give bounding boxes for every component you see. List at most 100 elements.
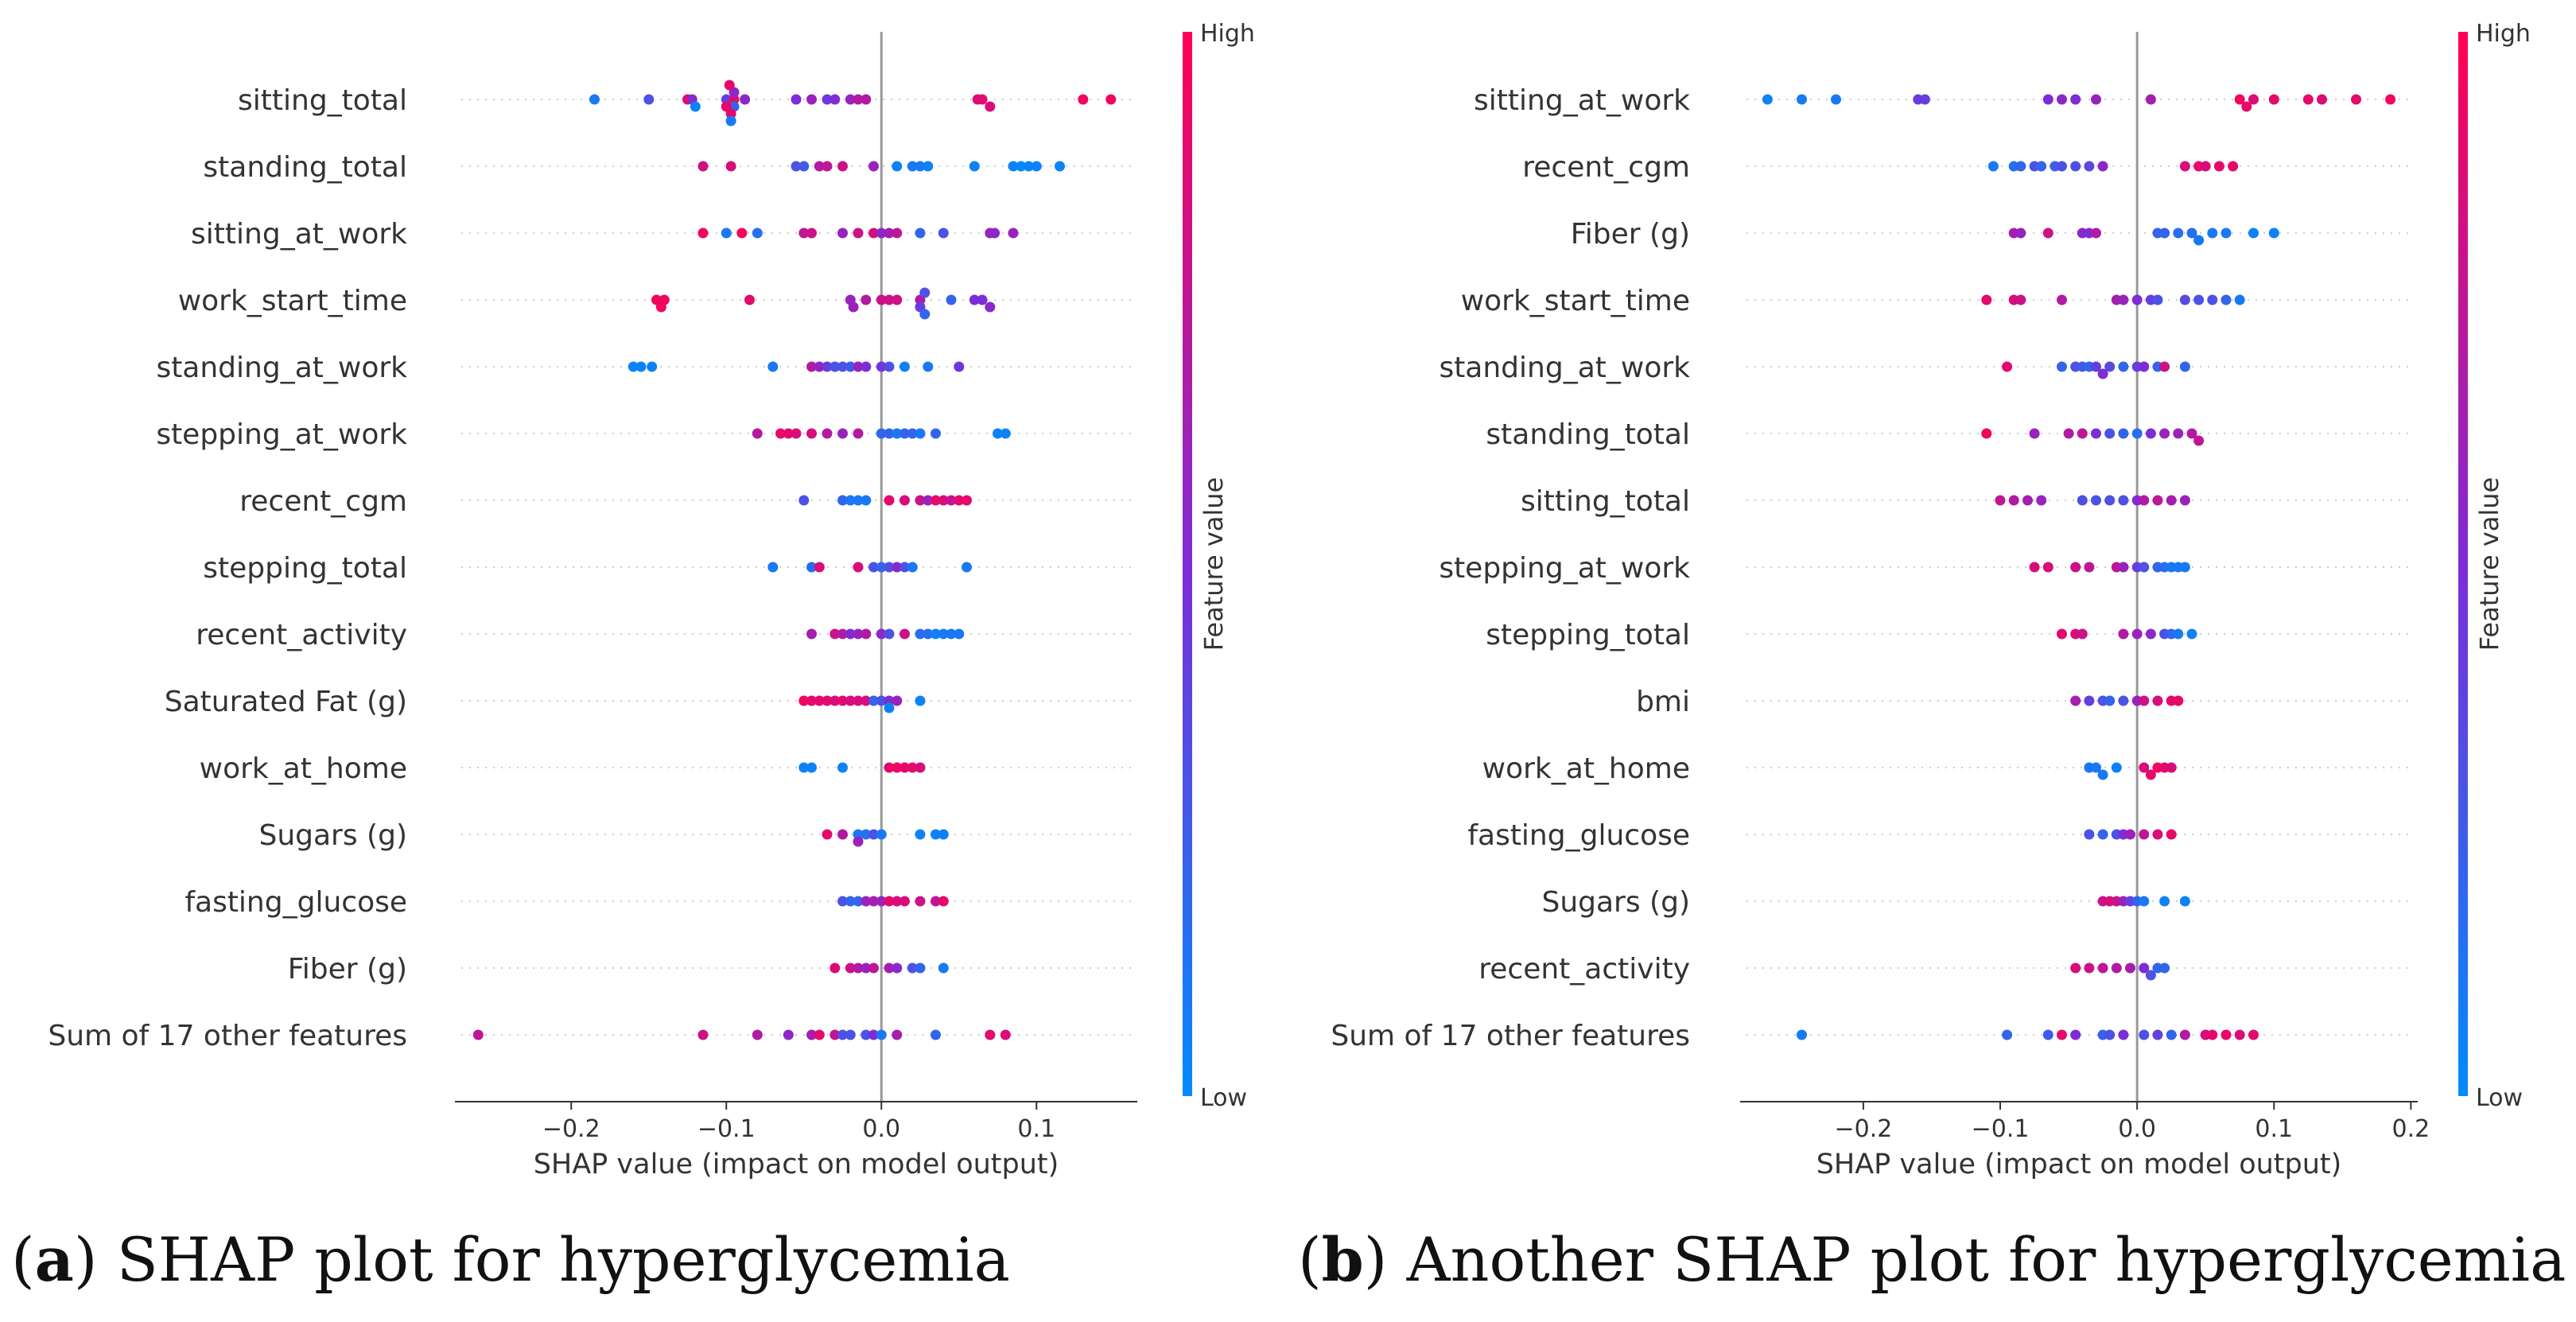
shap-point	[2234, 1029, 2245, 1040]
shap-point	[822, 94, 833, 105]
shap-point	[2207, 1029, 2218, 1040]
shap-point	[2022, 495, 2033, 506]
shap-point	[915, 962, 926, 974]
shap-point	[868, 829, 879, 840]
shap-point	[876, 562, 887, 573]
shap-point	[899, 628, 910, 640]
shap-point	[923, 361, 934, 372]
shap-point	[2104, 1029, 2116, 1040]
shap-point	[853, 628, 864, 640]
shap-point	[969, 294, 980, 305]
shap-point	[2213, 161, 2224, 172]
shap-point	[861, 294, 872, 305]
caption-paren-open: (	[11, 1224, 35, 1295]
shap-point	[868, 962, 879, 974]
shap-point	[830, 628, 841, 640]
shap-point	[876, 428, 887, 439]
shap-point	[915, 161, 926, 172]
shap-point	[892, 227, 903, 239]
feature-label: work_start_time	[178, 285, 407, 317]
shap-point	[946, 628, 957, 640]
shap-point	[2131, 628, 2143, 640]
shap-point	[752, 428, 763, 439]
shap-point	[837, 361, 848, 372]
feature-label: stepping_at_work	[156, 418, 407, 451]
x-tick-label: −0.2	[1834, 1115, 1892, 1143]
shap-point	[2145, 94, 2156, 105]
shap-point	[2125, 962, 2135, 974]
shap-point	[2139, 562, 2150, 573]
shap-point	[1797, 94, 1807, 105]
feature-label: Fiber (g)	[1571, 218, 1690, 251]
x-tick-label: 0.1	[1017, 1115, 1055, 1143]
feature-label: stepping_total	[203, 552, 407, 585]
shap-point	[740, 94, 751, 105]
shap-point	[853, 695, 864, 706]
shap-point	[931, 628, 941, 640]
x-axis-label: SHAP value (impact on model output)	[1816, 1149, 2342, 1180]
shap-point	[2159, 227, 2170, 239]
shap-point	[2159, 896, 2170, 907]
shap-point	[721, 94, 732, 105]
shap-point	[767, 361, 779, 372]
colorbar-high-label: High	[2476, 20, 2531, 48]
shap-point	[845, 628, 856, 640]
shap-point	[806, 1029, 817, 1040]
shap-point	[2029, 562, 2040, 573]
shap-point	[2248, 1029, 2259, 1040]
shap-point	[2118, 361, 2129, 372]
shap-point	[919, 287, 931, 298]
feature-label: sitting_total	[1521, 485, 1690, 518]
shap-point	[2097, 161, 2108, 172]
shap-point	[853, 227, 864, 239]
shap-point	[697, 1029, 709, 1040]
shap-point	[2234, 94, 2245, 105]
shap-point	[2139, 962, 2150, 974]
shap-point	[2139, 1029, 2150, 1040]
feature-label: recent_cgm	[239, 485, 407, 518]
shap-point	[2057, 94, 2067, 105]
panel-a: sitting_total standing_total sitting_at_wo…	[11, 20, 1255, 1295]
shap-point	[1919, 94, 1930, 105]
shap-point	[892, 896, 903, 907]
shap-point	[845, 495, 856, 506]
shap-point	[962, 562, 972, 573]
shap-point	[2179, 161, 2190, 172]
shap-point	[845, 361, 856, 372]
shap-point	[791, 161, 802, 172]
panel-b: sitting_at_work recent_cgm Fiber (g) work_s…	[1298, 20, 2566, 1295]
shap-point	[861, 1029, 872, 1040]
shap-point	[892, 762, 903, 773]
shap-point	[1008, 227, 1019, 239]
shap-point	[868, 562, 879, 573]
shap-point	[845, 1029, 856, 1040]
shap-point	[830, 361, 841, 372]
shap-point	[884, 428, 895, 439]
shap-point	[2042, 1029, 2053, 1040]
colorbar-high-label: High	[1200, 20, 1255, 48]
shap-point	[2070, 1029, 2081, 1040]
shap-point	[884, 495, 895, 506]
shap-point	[2015, 227, 2026, 239]
feature-label: Sum of 17 other features	[1331, 1020, 1690, 1052]
shap-point	[868, 161, 879, 172]
shap-point	[884, 695, 895, 706]
shap-point	[969, 161, 980, 172]
shap-point	[861, 829, 872, 840]
shap-point	[2091, 227, 2101, 239]
shap-point	[2070, 695, 2081, 706]
shap-point	[2131, 428, 2143, 439]
feature-label: Sugars (g)	[1541, 886, 1690, 919]
shap-point	[2125, 829, 2135, 840]
shap-point	[2193, 435, 2205, 446]
shap-point	[2002, 1029, 2013, 1040]
shap-point	[721, 227, 732, 239]
shap-point	[2193, 235, 2205, 246]
shap-point	[643, 94, 655, 105]
shap-point	[2173, 695, 2184, 706]
caption-paren-open: (	[1298, 1224, 1322, 1295]
shap-point	[837, 1029, 848, 1040]
shap-point	[861, 361, 872, 372]
shap-point	[2173, 227, 2184, 239]
